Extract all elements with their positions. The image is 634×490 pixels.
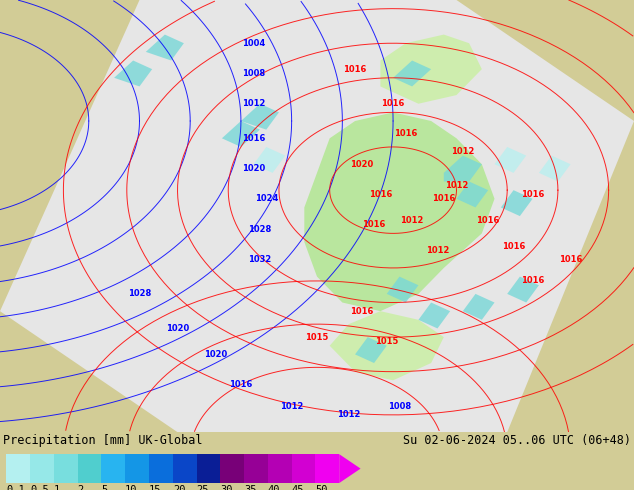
Text: 1016: 1016 [477,216,500,225]
Text: 1016: 1016 [394,129,417,139]
Text: 25: 25 [197,486,209,490]
Polygon shape [463,294,495,320]
Polygon shape [146,35,184,60]
Bar [244,454,268,483]
Text: 1015: 1015 [306,333,328,342]
Text: 1016: 1016 [382,99,404,108]
Text: 2: 2 [77,486,84,490]
Polygon shape [456,181,488,207]
Text: 35: 35 [244,486,257,490]
Text: 1015: 1015 [375,337,398,346]
Text: 1012: 1012 [401,216,424,225]
Text: 1016: 1016 [521,190,544,199]
Bar [30,454,54,483]
Text: 15: 15 [149,486,162,490]
Polygon shape [254,147,285,173]
Polygon shape [539,156,571,181]
Text: 1016: 1016 [521,276,544,285]
Bar [221,454,244,483]
Polygon shape [339,454,361,483]
Polygon shape [114,60,152,86]
Text: 1008: 1008 [388,402,411,411]
Text: 50: 50 [316,486,328,490]
Polygon shape [380,35,482,104]
Text: 1012: 1012 [451,147,474,156]
Text: 1020: 1020 [242,164,265,173]
Text: 1016: 1016 [363,220,385,229]
Text: 1016: 1016 [230,380,252,389]
Text: Precipitation [mm] UK-Global: Precipitation [mm] UK-Global [3,434,203,447]
Text: 30: 30 [221,486,233,490]
Text: 1016: 1016 [344,65,366,74]
Text: 1028: 1028 [249,224,271,234]
Text: 1016: 1016 [242,134,265,143]
Text: 1016: 1016 [350,307,373,316]
Text: 1028: 1028 [128,290,151,298]
Bar [316,454,339,483]
Bar [149,454,172,483]
Text: 1024: 1024 [255,195,278,203]
Polygon shape [241,104,279,130]
Bar [101,454,126,483]
Text: 1: 1 [54,486,60,490]
Bar [6,454,30,483]
Bar [292,454,315,483]
Text: 1016: 1016 [432,195,455,203]
Bar [54,454,77,483]
Bar [197,454,220,483]
Text: 1020: 1020 [166,324,189,333]
Bar [268,454,292,483]
Text: 1012: 1012 [280,402,303,411]
Text: Su 02-06-2024 05..06 UTC (06+48): Su 02-06-2024 05..06 UTC (06+48) [403,434,631,447]
Polygon shape [393,60,431,86]
Polygon shape [495,147,526,173]
Text: 1008: 1008 [242,69,265,78]
Polygon shape [418,302,450,328]
Polygon shape [304,112,495,311]
Polygon shape [355,337,387,363]
Text: 1020: 1020 [204,350,227,359]
Text: 0.1: 0.1 [6,486,25,490]
Polygon shape [501,190,533,216]
Text: 0.5: 0.5 [30,486,49,490]
Text: 1004: 1004 [242,39,265,48]
Polygon shape [0,0,634,432]
Text: 1012: 1012 [242,99,265,108]
Polygon shape [507,276,539,302]
Bar [172,454,197,483]
Text: 1016: 1016 [502,242,525,251]
Text: 1012: 1012 [426,246,449,255]
Text: 10: 10 [126,486,138,490]
Polygon shape [387,276,418,302]
Text: 1032: 1032 [249,255,271,264]
Polygon shape [444,156,482,181]
Text: 5: 5 [101,486,108,490]
Polygon shape [330,311,444,380]
Text: 1016: 1016 [559,255,582,264]
Text: 1012: 1012 [445,181,468,190]
Text: 1016: 1016 [369,190,392,199]
Text: 1012: 1012 [337,411,360,419]
Text: 20: 20 [172,486,185,490]
Bar [126,454,149,483]
Text: 45: 45 [292,486,304,490]
Polygon shape [222,121,260,147]
Bar [77,454,101,483]
Text: 1020: 1020 [350,160,373,169]
Text: 40: 40 [268,486,280,490]
